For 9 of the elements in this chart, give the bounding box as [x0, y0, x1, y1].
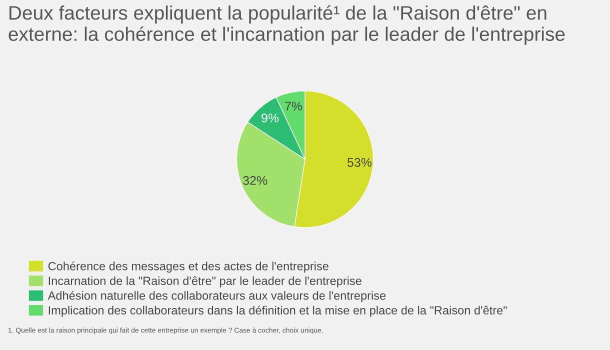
data-label: 32%	[243, 176, 268, 185]
legend-label: Implication des collaborateurs dans la définition et la mise en place de la "Raison d'être"	[48, 306, 507, 317]
chart-title: Deux facteurs expliquent la popularité¹ de la "Raison d'être" en externe: la cohérence et l'incarnation par le leader de l'entreprise	[8, 5, 565, 45]
data-label: 9%	[262, 114, 279, 122]
legend-label: Cohérence des messages et des actes de l'entreprise	[48, 262, 328, 273]
data-label: 53%	[347, 158, 372, 167]
legend-label: Incarnation de la "Raison d'être" par le leader de l'entreprise	[48, 276, 362, 288]
data-label: 7%	[285, 102, 302, 111]
legend-label: Adhésion naturelle des collaborateurs aux valeurs de l'entreprise	[48, 290, 386, 302]
